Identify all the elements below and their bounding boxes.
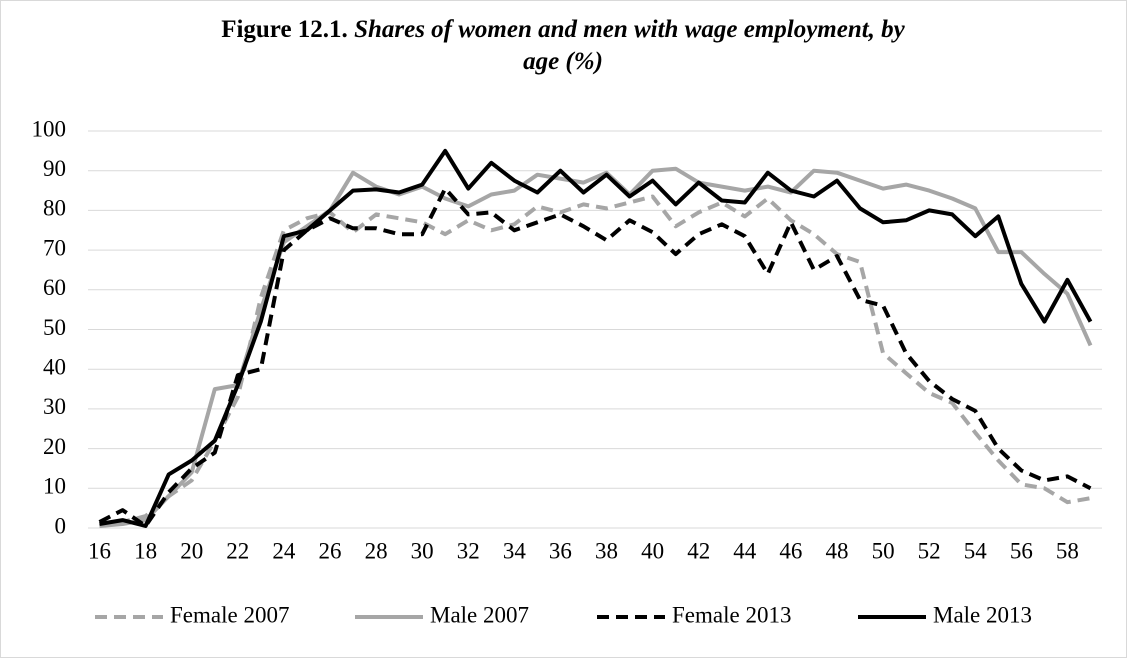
y-tick-label: 50 — [43, 315, 66, 340]
y-tick-label: 30 — [43, 394, 66, 419]
x-tick-label: 48 — [825, 538, 848, 563]
x-tick-label: 42 — [687, 538, 710, 563]
x-tick-label: 40 — [641, 538, 664, 563]
series-line — [99, 194, 1091, 528]
x-tick-label: 56 — [1010, 538, 1033, 563]
x-tick-label: 54 — [964, 538, 988, 563]
x-tick-label: 36 — [549, 538, 572, 563]
x-tick-label: 22 — [226, 538, 249, 563]
x-tick-label: 16 — [88, 538, 111, 563]
x-tick-label: 34 — [503, 538, 527, 563]
y-tick-label: 10 — [43, 474, 66, 499]
x-tick-label: 44 — [733, 538, 757, 563]
x-tick-label: 24 — [272, 538, 296, 563]
legend-label: Male 2007 — [430, 602, 529, 627]
y-tick-label: 90 — [43, 156, 66, 181]
x-tick-label: 38 — [595, 538, 618, 563]
x-tick-label: 26 — [318, 538, 341, 563]
x-tick-label: 50 — [872, 538, 895, 563]
title-text: Shares of women and men with wage employ… — [354, 16, 905, 75]
x-tick-label: 46 — [779, 538, 802, 563]
x-tick-label: 58 — [1056, 538, 1079, 563]
y-tick-label: 0 — [55, 513, 67, 538]
title-prefix: Figure 12.1. — [221, 16, 348, 43]
x-tick-label: 20 — [180, 538, 203, 563]
y-tick-label: 100 — [32, 116, 67, 141]
legend-label: Male 2013 — [933, 602, 1032, 627]
y-tick-label: 40 — [43, 354, 66, 379]
legend-label: Female 2007 — [170, 602, 289, 627]
series-line — [99, 148, 1093, 528]
y-tick-label: 20 — [43, 434, 66, 459]
legend-label: Female 2013 — [672, 602, 791, 627]
y-tick-label: 80 — [43, 196, 66, 221]
x-tick-label: 30 — [411, 538, 434, 563]
x-tick-label: 18 — [134, 538, 157, 563]
chart-title: Figure 12.1. Shares of women and men wit… — [213, 14, 913, 78]
x-tick-label: 52 — [918, 538, 941, 563]
series-line — [98, 186, 1092, 528]
y-tick-label: 60 — [43, 275, 66, 300]
x-tick-label: 32 — [457, 538, 480, 563]
series-line — [99, 166, 1093, 528]
y-tick-label: 70 — [43, 235, 66, 260]
x-tick-label: 28 — [365, 538, 388, 563]
